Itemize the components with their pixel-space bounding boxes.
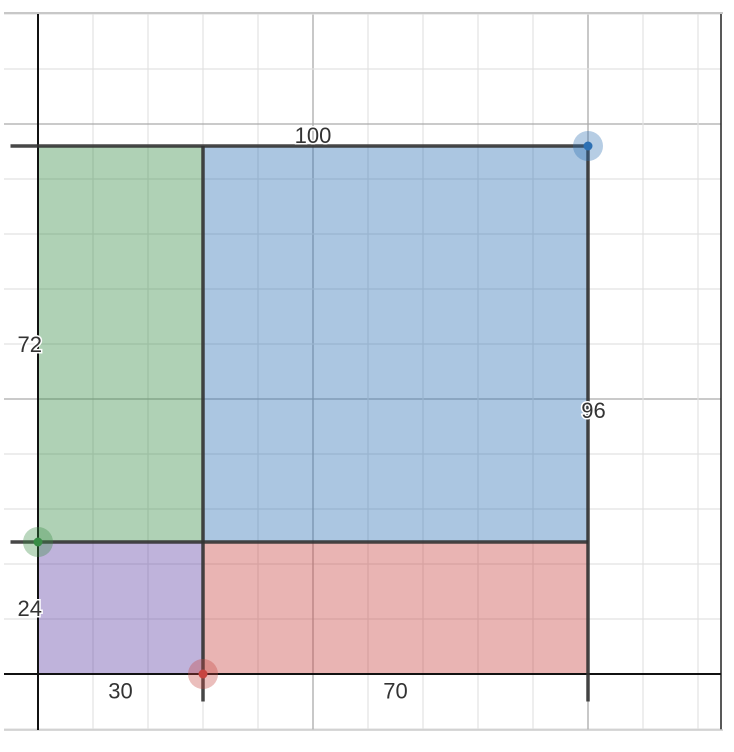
dimension-label: 100	[295, 123, 332, 148]
rectangle-purple	[38, 542, 203, 674]
rectangle-blue	[203, 146, 588, 542]
dimension-label: 30	[108, 679, 132, 704]
dimension-label: 96	[581, 398, 605, 423]
dimension-label: 24	[18, 596, 42, 621]
rectangle-red	[203, 542, 588, 674]
dimension-label: 72	[18, 332, 42, 357]
point-red[interactable]	[198, 669, 208, 679]
point-blue[interactable]	[583, 141, 593, 151]
dimension-label: 70	[383, 679, 407, 704]
point-green[interactable]	[33, 537, 43, 547]
rectangle-green	[38, 146, 203, 542]
